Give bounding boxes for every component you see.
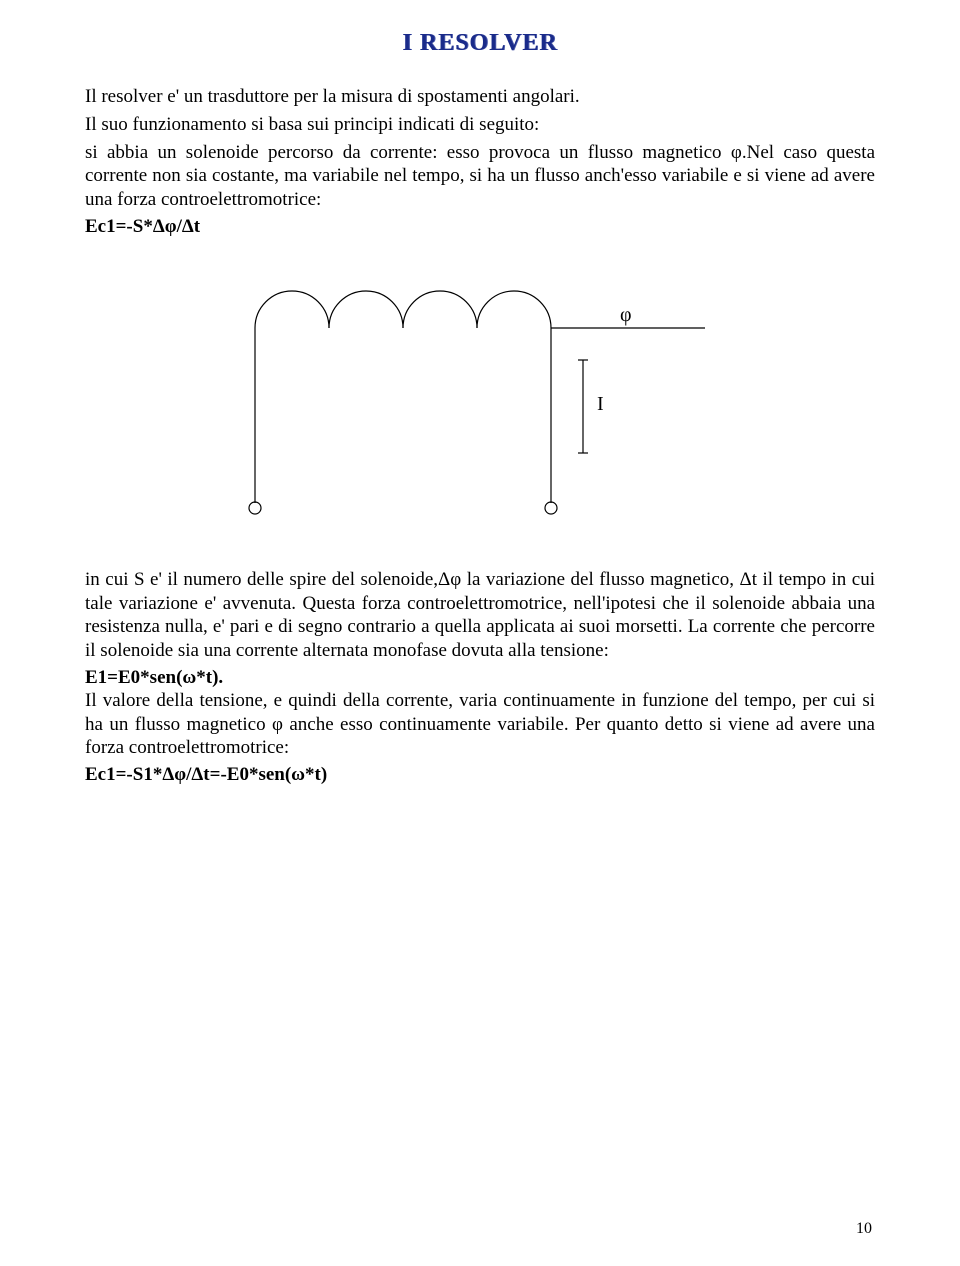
paragraph-2: Il suo funzionamento si basa sui princip… [85, 113, 875, 137]
page-container: I RESOLVER Il resolver e' un trasduttore… [0, 0, 960, 1266]
formula-2: E1=E0*sen(ω*t). [85, 667, 875, 689]
solenoid-diagram: φ I [85, 248, 875, 558]
i-label: I [597, 393, 604, 415]
paragraph-4: in cui S e' il numero delle spire del so… [85, 568, 875, 663]
paragraph-5: Il valore della tensione, e quindi della… [85, 689, 875, 760]
solenoid-svg: φ I [85, 248, 875, 558]
formula-1: Ec1=-S*Δφ/Δt [85, 216, 875, 238]
paragraph-1: Il resolver e' un trasduttore per la mis… [85, 85, 875, 109]
page-title: I RESOLVER [85, 30, 875, 57]
page-number: 10 [856, 1220, 872, 1238]
paragraph-3: si abbia un solenoide percorso da corren… [85, 141, 875, 212]
formula-3: Ec1=-S1*Δφ/Δt=-E0*sen(ω*t) [85, 764, 875, 786]
phi-label: φ [620, 304, 632, 326]
